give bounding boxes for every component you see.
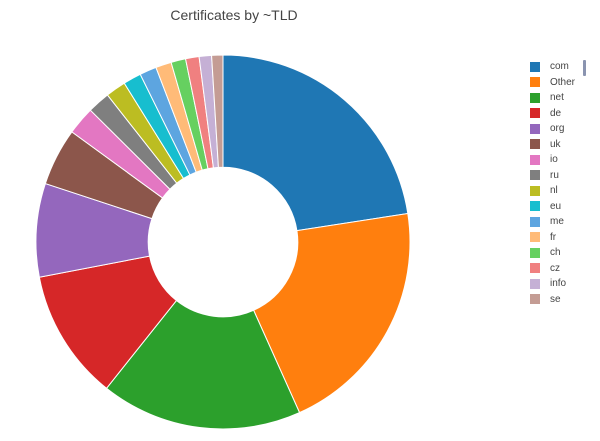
- slice-other[interactable]: [252, 212, 411, 414]
- legend-item-info[interactable]: info: [530, 276, 600, 292]
- legend-swatch: [530, 201, 540, 212]
- legend-item-me[interactable]: me: [530, 214, 600, 230]
- legend-item-io[interactable]: io: [530, 152, 600, 168]
- legend-label: io: [550, 154, 558, 166]
- legend-swatch: [530, 108, 540, 119]
- legend-item-cz[interactable]: cz: [530, 261, 600, 277]
- slice-se[interactable]: [211, 54, 224, 168]
- legend-label: Other: [550, 76, 576, 88]
- legend-swatch: [530, 139, 540, 150]
- legend-item-se[interactable]: se: [530, 292, 600, 308]
- slice-net[interactable]: [105, 299, 301, 430]
- legend-swatch: [530, 92, 540, 103]
- legend-item-fr[interactable]: fr: [530, 230, 600, 246]
- legend-item-ch[interactable]: ch: [530, 245, 600, 261]
- legend-swatch: [530, 232, 540, 243]
- legend-item-nl[interactable]: nl: [530, 183, 600, 199]
- legend-swatch: [530, 77, 540, 88]
- legend-swatch: [530, 123, 540, 134]
- legend-label: org: [550, 123, 565, 135]
- legend-label: me: [550, 216, 564, 228]
- legend-item-org[interactable]: org: [530, 121, 600, 137]
- legend-item-de[interactable]: de: [530, 106, 600, 122]
- legend-label: com: [550, 61, 569, 73]
- legend-label: se: [550, 293, 561, 305]
- legend-label: eu: [550, 200, 562, 212]
- legend-label: ch: [550, 247, 561, 259]
- legend-label: ru: [550, 169, 559, 181]
- legend-swatch: [530, 185, 540, 196]
- legend-label: info: [550, 278, 567, 290]
- legend-label: nl: [550, 185, 558, 197]
- legend-swatch: [530, 278, 540, 289]
- legend-swatch: [530, 216, 540, 227]
- legend-label: de: [550, 107, 562, 119]
- legend-swatch: [530, 263, 540, 274]
- legend-item-other[interactable]: Other: [530, 75, 600, 91]
- donut-plot-area: [35, 54, 411, 430]
- legend-scrollbar[interactable]: [583, 60, 586, 76]
- legend-item-com[interactable]: com: [530, 59, 600, 75]
- legend-swatch: [530, 154, 540, 165]
- legend-label: cz: [550, 262, 560, 274]
- legend-label: net: [550, 92, 564, 104]
- chart-title: Certificates by ~TLD: [170, 7, 298, 23]
- legend-item-uk[interactable]: uk: [530, 137, 600, 153]
- legend-swatch: [530, 247, 540, 258]
- legend-item-ru[interactable]: ru: [530, 168, 600, 184]
- legend-label: fr: [550, 231, 557, 243]
- legend-swatch: [530, 294, 540, 305]
- slice-com[interactable]: [222, 54, 409, 232]
- legend-item-net[interactable]: net: [530, 90, 600, 106]
- legend-item-eu[interactable]: eu: [530, 199, 600, 215]
- legend: com Other net de org uk io ru nl eu me fr ch cz info se: [530, 59, 600, 307]
- legend-swatch: [530, 170, 540, 181]
- legend-swatch: [530, 61, 540, 72]
- legend-label: uk: [550, 138, 561, 150]
